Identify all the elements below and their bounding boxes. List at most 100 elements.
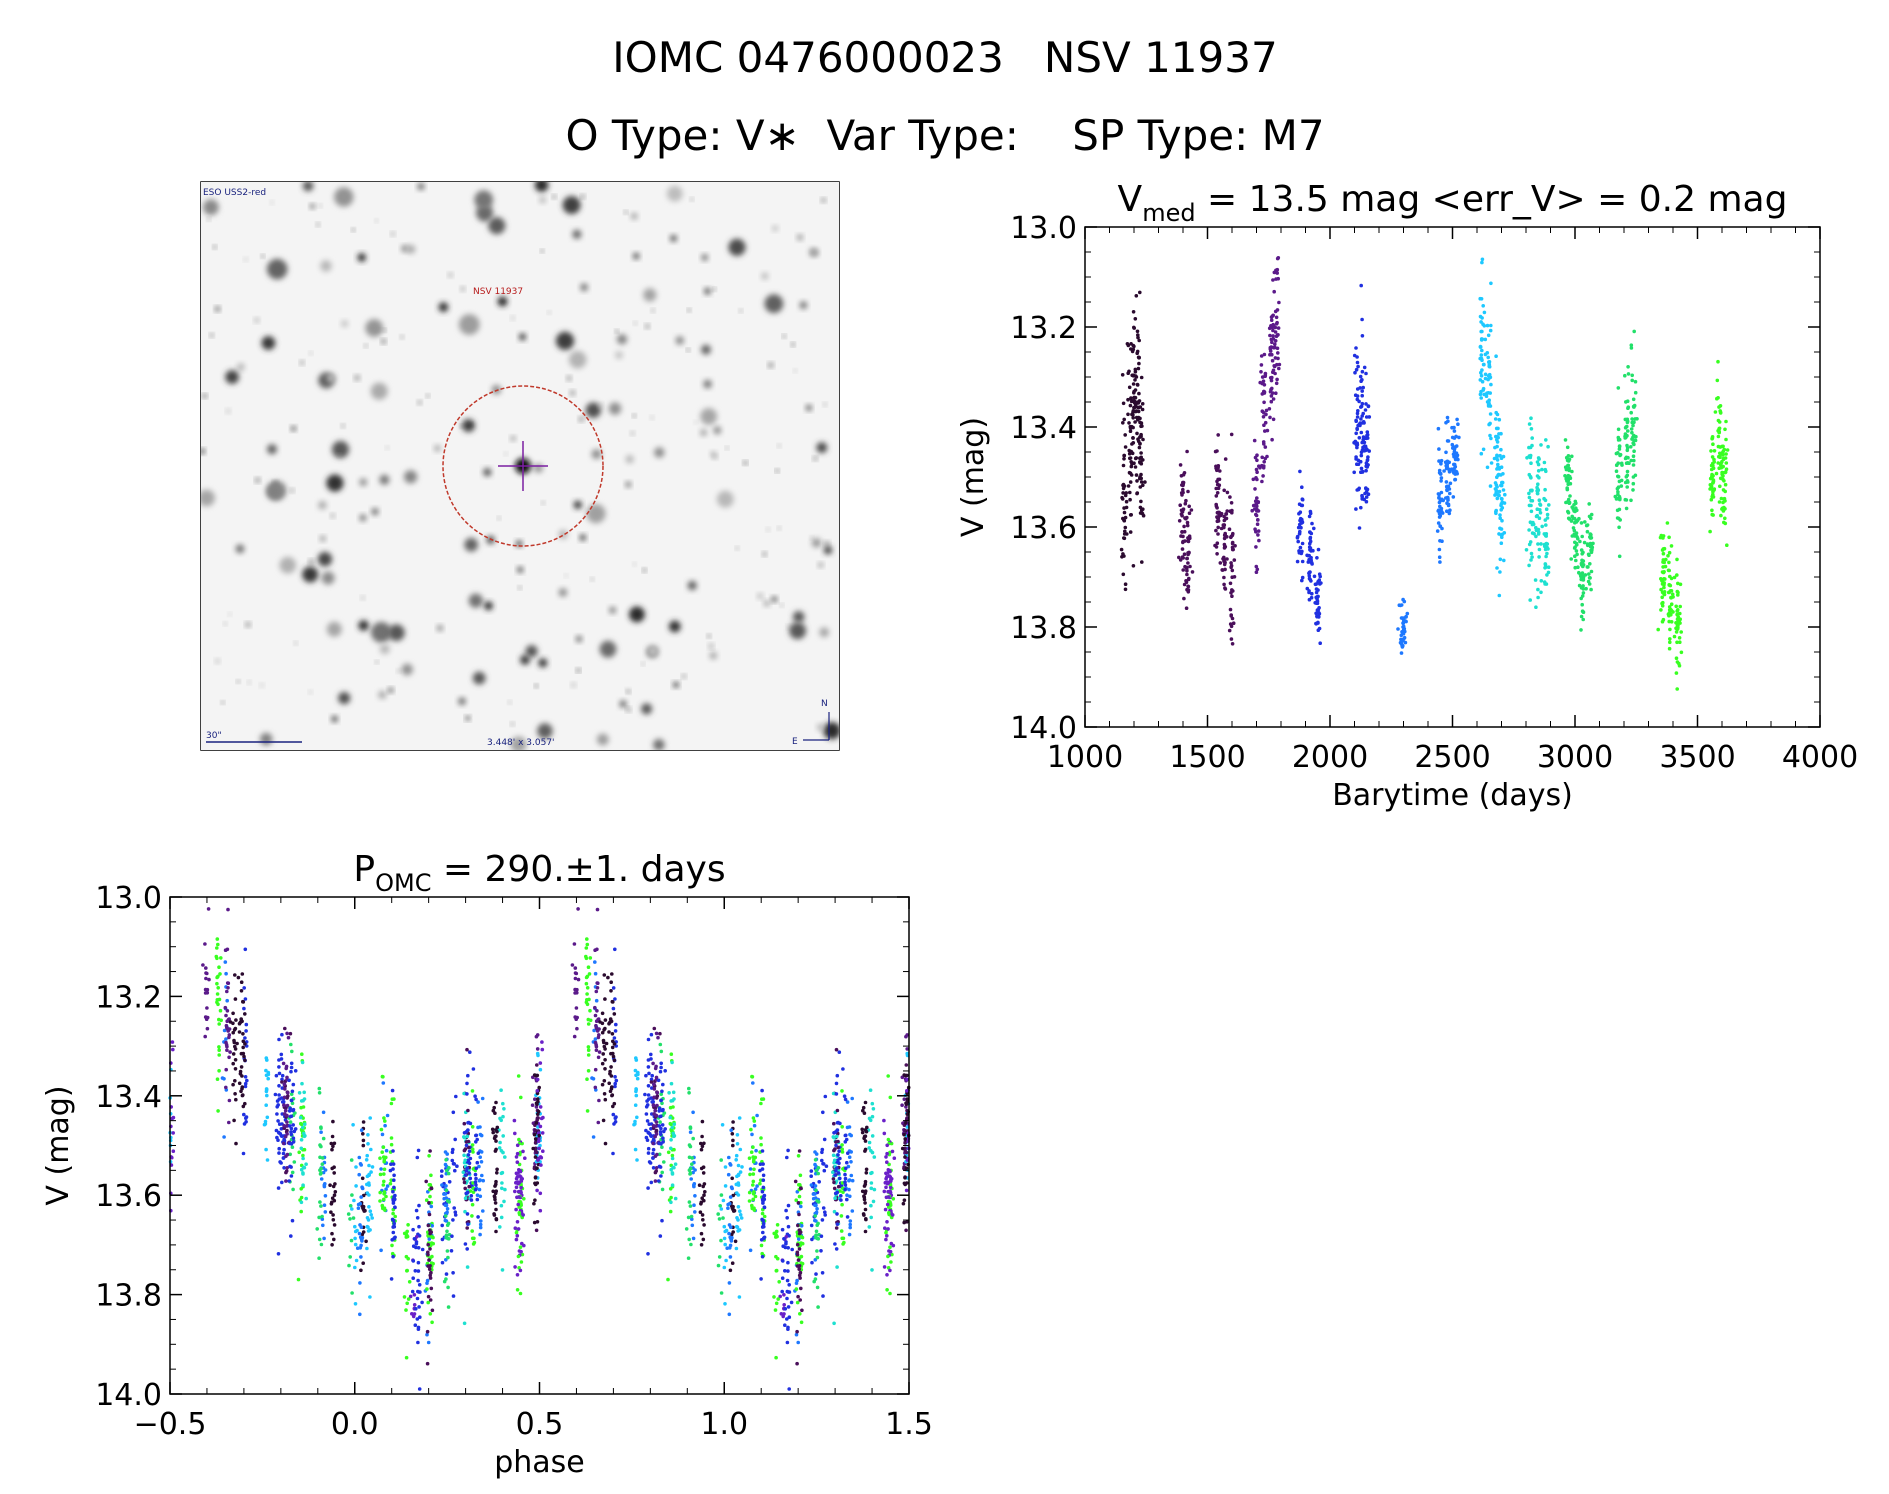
light-curve-point	[1453, 457, 1458, 462]
phase-point	[885, 1151, 889, 1156]
phase-point	[755, 1184, 759, 1188]
phase-point	[595, 1009, 599, 1013]
light-curve-point	[1182, 524, 1186, 529]
phase-point	[735, 1142, 740, 1146]
phase-point	[494, 1229, 498, 1234]
light-curve-point	[1440, 526, 1444, 531]
light-curve-point	[1488, 391, 1492, 395]
phase-point	[760, 1167, 765, 1171]
phase-point	[585, 986, 590, 990]
phase-point	[414, 1245, 418, 1250]
phase-point	[426, 1250, 430, 1255]
phase-point	[586, 1053, 591, 1057]
light-curve-point	[1484, 394, 1489, 399]
light-curve-point	[1716, 434, 1721, 439]
phase-point	[719, 1238, 723, 1243]
light-curve-point	[1439, 490, 1444, 495]
phase-point	[655, 1152, 659, 1157]
phase-point	[470, 1202, 475, 1207]
phase-point	[170, 1040, 175, 1044]
light-curve-point	[1358, 374, 1363, 379]
light-curve-point	[1536, 456, 1541, 460]
phase-point	[586, 1017, 591, 1022]
phase-point	[591, 1135, 596, 1139]
phase-point	[278, 1160, 282, 1164]
phase-point	[612, 1036, 617, 1040]
light-curve-point	[1401, 628, 1406, 632]
phase-point	[646, 1252, 650, 1256]
light-curve-point	[1308, 536, 1312, 541]
phase-point	[493, 1191, 498, 1196]
light-curve-point	[1405, 611, 1410, 616]
sky-star	[337, 453, 341, 458]
phase-point	[318, 1200, 322, 1204]
phase-point	[171, 1047, 175, 1052]
phase-point	[532, 1201, 536, 1206]
light-curve-point	[1228, 581, 1233, 586]
light-curve-point	[1659, 608, 1663, 612]
sky-star	[562, 196, 581, 215]
phase-point	[429, 1204, 434, 1209]
phase-point	[392, 1236, 397, 1240]
phase-point	[389, 1142, 394, 1147]
sky-star	[497, 516, 501, 520]
phase-point	[499, 1171, 504, 1176]
phase-point	[723, 1302, 727, 1306]
phase-point	[780, 1227, 785, 1232]
phase-point	[607, 1081, 611, 1086]
sky-star	[437, 625, 443, 632]
sky-star	[823, 722, 839, 740]
phase-point	[692, 1203, 696, 1207]
phase-point	[798, 1173, 803, 1178]
phase-point	[531, 1146, 535, 1151]
x-tick-label: 4000	[1782, 740, 1858, 775]
phase-point	[719, 1158, 723, 1162]
light-curve-point	[1588, 576, 1592, 580]
phase-point	[646, 1065, 651, 1069]
phase-point	[171, 1131, 175, 1135]
light-curve-point	[1495, 412, 1500, 417]
light-curve-point	[1214, 486, 1218, 491]
phase-point	[775, 1223, 780, 1227]
light-curve-point	[1481, 386, 1486, 391]
phase-point	[573, 991, 577, 995]
phase-point	[592, 1028, 596, 1033]
phase-point	[611, 1039, 615, 1044]
phase-point	[687, 1237, 691, 1242]
light-curve-point	[1300, 541, 1305, 546]
light-curve-point	[1488, 433, 1492, 438]
sky-star	[643, 288, 657, 302]
phase-point	[751, 1116, 756, 1120]
light-curve-point	[1437, 495, 1441, 500]
x-tick-label: 3000	[1537, 740, 1613, 775]
phase-point	[275, 1105, 280, 1109]
phase-point	[689, 1177, 693, 1181]
light-curve-point	[1675, 589, 1680, 594]
phase-point	[323, 1210, 328, 1214]
phase-point	[751, 1145, 755, 1149]
phase-point	[786, 1148, 790, 1153]
phase-point	[753, 1187, 758, 1191]
phase-point	[319, 1171, 323, 1175]
phase-point	[863, 1149, 867, 1153]
light-curve-point	[1133, 395, 1138, 400]
light-curve-point	[1316, 588, 1320, 592]
phase-point	[299, 1200, 304, 1205]
phase-point	[726, 1172, 731, 1177]
sky-star	[775, 469, 779, 473]
phase-point	[285, 1113, 289, 1118]
phase-point	[533, 1155, 538, 1159]
light-curve-point	[1488, 484, 1493, 488]
phase-point	[586, 1045, 591, 1049]
phase-point	[800, 1308, 804, 1313]
phase-point	[234, 1141, 238, 1146]
light-curve-point	[1230, 588, 1234, 592]
phase-point	[363, 1208, 367, 1213]
phase-point	[477, 1187, 482, 1192]
phase-point	[831, 1177, 836, 1181]
sky-star	[811, 538, 822, 548]
light-curve-point	[1487, 364, 1491, 369]
phase-point	[427, 1154, 431, 1158]
phase-point	[753, 1194, 758, 1199]
phase-point	[576, 977, 581, 982]
